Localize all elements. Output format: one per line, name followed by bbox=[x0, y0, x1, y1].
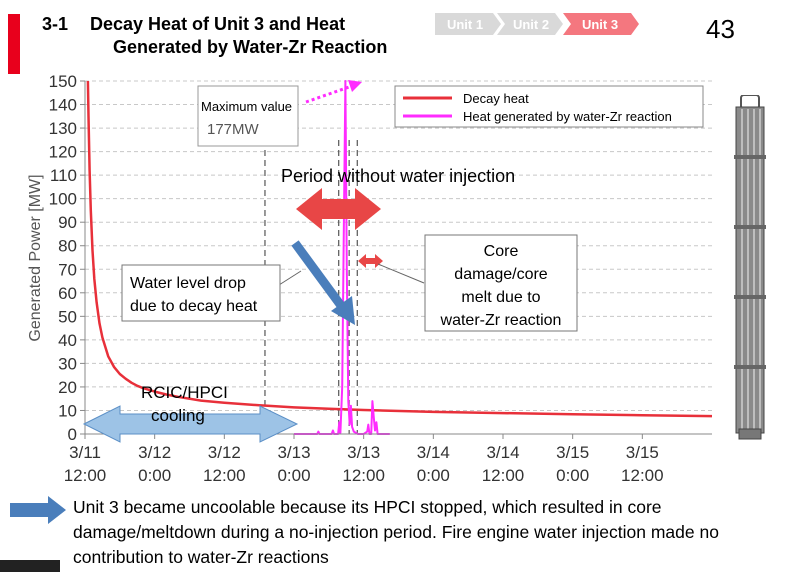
section-number: 3-1 bbox=[42, 14, 69, 34]
water-level-arrow-shaft bbox=[291, 240, 346, 310]
x-tick-label-date: 3/15 bbox=[556, 443, 589, 462]
period-double-arrow bbox=[296, 188, 381, 230]
y-tick-label: 10 bbox=[58, 401, 77, 420]
y-tick-label: 80 bbox=[58, 237, 77, 256]
x-tick-label-time: 12:00 bbox=[203, 466, 246, 485]
cooling-double-arrow bbox=[82, 405, 299, 443]
x-tick-label-date: 3/12 bbox=[208, 443, 241, 462]
footer-summary: Unit 3 became uncoolable because its HPC… bbox=[73, 497, 719, 567]
y-tick-label: 30 bbox=[58, 354, 77, 373]
x-tick-label-time: 12:00 bbox=[342, 466, 385, 485]
vertical-markers bbox=[264, 140, 358, 434]
y-tick-label: 60 bbox=[58, 284, 77, 303]
max-value-pointer bbox=[305, 84, 353, 104]
water-level-box bbox=[121, 264, 281, 322]
y-tick-label: 100 bbox=[49, 190, 77, 209]
x-tick-label-time: 12:00 bbox=[621, 466, 664, 485]
x-tick-label-time: 0:00 bbox=[417, 466, 450, 485]
x-tick-label-date: 3/13 bbox=[277, 443, 310, 462]
x-tick-label-time: 0:00 bbox=[556, 466, 589, 485]
tab-unit-1-label: Unit 1 bbox=[447, 17, 483, 32]
cooling-arrow: RCIC/HPCI cooling bbox=[82, 383, 299, 443]
footer-arrow-icon bbox=[10, 496, 66, 524]
water-level-arrow bbox=[291, 240, 355, 325]
max-value-title: Maximum value bbox=[201, 99, 292, 114]
y-tick-label: 0 bbox=[68, 425, 77, 444]
cooling-label-line-1: RCIC/HPCI bbox=[141, 383, 228, 402]
max-value-box bbox=[197, 85, 299, 147]
title-line-2: Generated by Water-Zr Reaction bbox=[113, 37, 388, 57]
chart-legend: Decay heat Heat generated by water-Zr re… bbox=[394, 85, 704, 128]
tab-unit-1[interactable]: Unit 1 bbox=[435, 13, 501, 35]
y-tick-label: 120 bbox=[49, 143, 77, 162]
page-title: 3-1 Decay Heat of Unit 3 and Heat bbox=[42, 14, 345, 35]
core-damage-line-3: melt due to bbox=[461, 289, 540, 306]
x-tick-label-time: 12:00 bbox=[482, 466, 525, 485]
x-tick-label-time: 0:00 bbox=[138, 466, 171, 485]
core-damage-line-2: damage/core bbox=[454, 266, 547, 283]
max-value-amount: 177MW bbox=[207, 121, 260, 138]
max-value-arrowhead bbox=[348, 80, 362, 92]
legend-label-zr: Heat generated by water-Zr reaction bbox=[463, 109, 672, 124]
page-number: 43 bbox=[706, 14, 735, 44]
water-level-leader bbox=[278, 270, 302, 286]
tab-unit-2[interactable]: Unit 2 bbox=[497, 13, 563, 35]
core-damage-leader bbox=[377, 263, 425, 284]
x-axis-ticks: 3/11 12:00 3/12 0:00 3/12 12:00 3/13 0:00 3/13 12… bbox=[64, 434, 664, 485]
core-damage-line-1: Core bbox=[484, 243, 519, 260]
x-tick-label-date: 3/12 bbox=[138, 443, 171, 462]
water-level-line-2: due to decay heat bbox=[130, 298, 258, 315]
y-tick-label: 90 bbox=[58, 213, 77, 232]
y-tick-label: 40 bbox=[58, 331, 77, 350]
y-tick-label: 50 bbox=[58, 307, 77, 326]
legend-label-decay: Decay heat bbox=[463, 91, 529, 106]
y-tick-label: 20 bbox=[58, 378, 77, 397]
y-tick-label: 150 bbox=[49, 72, 77, 91]
chart-series bbox=[86, 80, 713, 435]
x-tick-label-time: 12:00 bbox=[64, 466, 107, 485]
series-water-zr-line bbox=[294, 80, 390, 435]
tab-unit-3[interactable]: Unit 3 bbox=[563, 13, 639, 35]
x-tick-label-time: 0:00 bbox=[277, 466, 310, 485]
core-damage-callout: Core damage/core melt due to water-Zr re… bbox=[377, 234, 578, 332]
fuel-assembly-illustration bbox=[734, 95, 766, 440]
core-damage-line-4: water-Zr reaction bbox=[440, 312, 562, 329]
unit-breadcrumb: Unit 1 Unit 2 Unit 3 bbox=[435, 13, 639, 35]
series-decay-heat-line bbox=[86, 80, 713, 418]
y-axis-ticks: 0 10 20 30 40 50 60 70 80 90 100 110 120 130 140 150 bbox=[49, 72, 85, 444]
y-tick-label: 70 bbox=[58, 260, 77, 279]
x-tick-label-date: 3/14 bbox=[486, 443, 519, 462]
water-level-arrow-head bbox=[331, 296, 355, 325]
y-tick-label: 110 bbox=[50, 166, 77, 185]
core-damage-box bbox=[424, 234, 578, 332]
tab-unit-2-label: Unit 2 bbox=[513, 17, 549, 32]
x-tick-label-date: 3/13 bbox=[347, 443, 380, 462]
core-damage-double-arrow bbox=[358, 254, 383, 268]
accent-bar bbox=[8, 14, 20, 74]
y-axis-label: Generated Power [MW] bbox=[27, 174, 44, 341]
chart-grid bbox=[85, 80, 712, 411]
y-tick-label: 130 bbox=[49, 119, 77, 138]
tab-unit-3-label: Unit 3 bbox=[582, 17, 618, 32]
title-line-1: Decay Heat of Unit 3 and Heat bbox=[90, 14, 346, 34]
legend-frame bbox=[394, 85, 704, 128]
water-level-callout: Water level drop due to decay heat bbox=[121, 264, 302, 322]
x-tick-label-date: 3/14 bbox=[417, 443, 450, 462]
logo bbox=[0, 560, 60, 572]
x-tick-label-date: 3/15 bbox=[626, 443, 659, 462]
y-tick-label: 140 bbox=[49, 96, 77, 115]
water-level-line-1: Water level drop bbox=[130, 275, 246, 292]
x-tick-label-date: 3/11 bbox=[69, 443, 101, 462]
period-label: Period without water injection bbox=[281, 166, 515, 186]
max-value-callout: Maximum value 177MW bbox=[197, 80, 362, 147]
cooling-label-line-2: cooling bbox=[151, 406, 205, 425]
